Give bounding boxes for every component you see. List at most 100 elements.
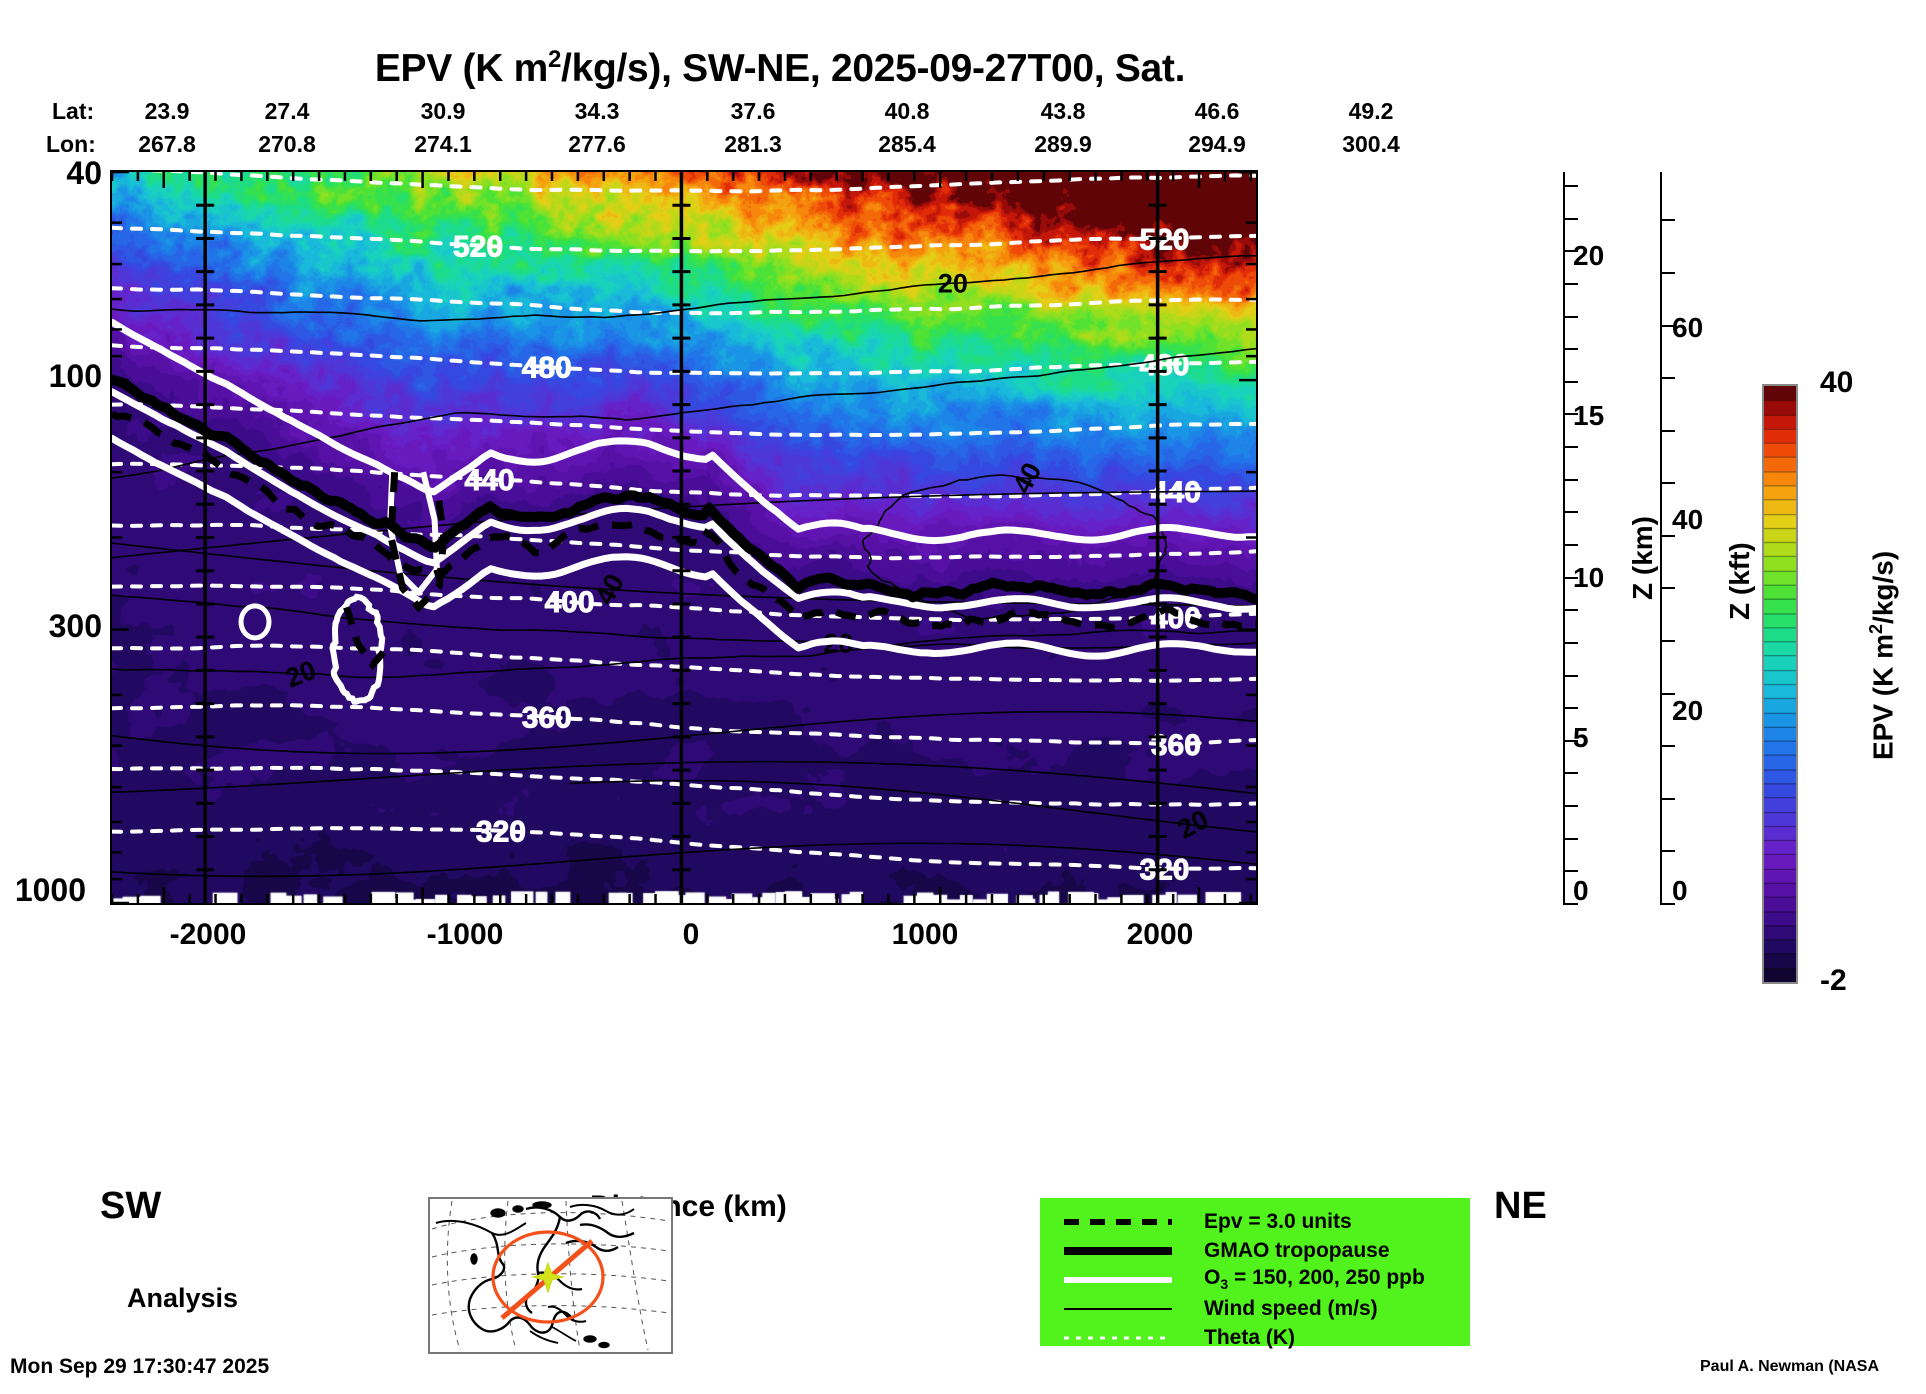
zkft-tick-20: 20	[1672, 695, 1704, 726]
epv-3-contour-line	[112, 410, 1256, 631]
wind-contour-2	[112, 629, 1256, 679]
dashed-black-line-icon	[1040, 1207, 1190, 1236]
colorbar-title-suffix: /kg/s)	[1867, 550, 1899, 624]
z-km-tick	[1563, 217, 1578, 220]
z-km-tick	[1563, 511, 1578, 514]
thick-black-line-icon	[1040, 1236, 1190, 1265]
z-kft-tick	[1660, 429, 1675, 432]
theta-label-480-1: 480	[1139, 349, 1189, 382]
z-km-axis-title: Z (km)	[1627, 516, 1658, 600]
ytick-300: 300	[48, 608, 102, 644]
z-kft-tick	[1660, 271, 1675, 274]
z-kft-tick	[1660, 377, 1675, 380]
ozone-contour-line	[112, 388, 1256, 613]
theta-contour-line	[112, 826, 1256, 871]
z-km-tick	[1563, 837, 1578, 840]
legend-item-epv: Epv = 3.0 units	[1040, 1207, 1470, 1236]
colorbar-title: EPV (K m2/kg/s)	[1866, 551, 1899, 760]
ytick-100: 100	[48, 358, 102, 394]
graticule	[431, 1200, 670, 1351]
coastlines	[435, 1201, 635, 1349]
wind-contour-4	[569, 779, 1256, 833]
theta-contour-440	[112, 461, 1256, 499]
lat-value-2: 30.9	[420, 98, 466, 124]
lat-value-0: 23.9	[144, 98, 190, 124]
zkm-tick-15: 15	[1573, 400, 1605, 431]
lon-value-5: 285.4	[878, 131, 936, 157]
theta-contour-540	[140, 172, 1256, 194]
epv-3-fragment-2	[343, 606, 387, 671]
theta-label-320-0: 320	[476, 815, 526, 848]
longitude-row: Lon: 267.8 270.8 274.1 277.6 281.3 285.4…	[0, 131, 1450, 157]
colorbar-title-sup: 2	[1866, 623, 1886, 634]
theta-contour-line	[140, 172, 1256, 194]
theta-contour-400	[112, 583, 1256, 623]
colorbar-title-prefix: EPV (K m	[1867, 633, 1899, 760]
theta-contour-line	[112, 286, 1256, 316]
zkft-tick-40: 40	[1672, 504, 1704, 535]
z-km-tick	[1563, 772, 1578, 775]
z-kft-tick	[1660, 640, 1675, 643]
theta-contour-340	[112, 765, 1256, 807]
ozone-contour-line	[112, 434, 1256, 660]
z-km-tick	[1563, 282, 1578, 285]
z-km-tick	[1563, 707, 1578, 710]
thin-black-line-icon	[1040, 1294, 1190, 1323]
lon-value-1: 270.8	[258, 131, 316, 157]
z-km-tick	[1563, 870, 1578, 873]
lat-value-8: 49.2	[1348, 98, 1394, 124]
wind-contour-line	[112, 254, 1256, 322]
theta-label-520-0: 520	[453, 230, 503, 263]
z-kft-tick	[1660, 324, 1675, 327]
lon-value-6: 289.9	[1034, 131, 1092, 157]
latitude-row: Lat: 23.9 27.4 30.9 34.3 37.6 40.8 43.8 …	[0, 98, 1450, 124]
z-km-axis	[1563, 172, 1565, 903]
xtick-1000: 1000	[891, 918, 959, 951]
lat-value-6: 43.8	[1040, 98, 1086, 124]
lat-value-3: 34.3	[574, 98, 620, 124]
lon-value-7: 294.9	[1188, 131, 1246, 157]
ozone-closed-blob	[329, 593, 386, 705]
theta-contour-line	[112, 461, 1256, 499]
lon-value-8: 300.4	[1342, 131, 1400, 157]
lon-row-label: Lon:	[46, 131, 96, 157]
z-kft-tick	[1660, 745, 1675, 748]
wind-contour-0	[112, 347, 1256, 479]
lat-value-7: 46.6	[1194, 98, 1240, 124]
zkft-tick-0: 0	[1672, 875, 1688, 906]
wind-contour-line	[569, 779, 1256, 833]
colorbar-min-label: -2	[1820, 964, 1847, 997]
xtick--1000: -1000	[426, 918, 504, 951]
theta-contour-460	[112, 402, 1256, 438]
theta-label-480-0: 480	[522, 352, 572, 385]
wind-contour-8	[112, 760, 1256, 795]
wind-contour-line	[112, 710, 1256, 755]
theta-contour-line	[112, 402, 1256, 438]
title-suffix: /kg/s), SW-NE, 2025-09-27T00, Sat.	[561, 47, 1186, 90]
author-credit: Paul A. Newman (NASA	[1700, 1358, 1879, 1375]
theta-contour-line	[112, 703, 1256, 747]
wind-contour-9	[112, 842, 1256, 878]
direction-label-sw: SW	[100, 1185, 162, 1227]
z-kft-tick	[1660, 797, 1675, 800]
z-km-tick	[1563, 478, 1578, 481]
theta-contour-520	[112, 225, 1256, 254]
lat-value-5: 40.8	[884, 98, 930, 124]
wind-contour-line	[112, 629, 1256, 679]
theta-contour-line	[112, 225, 1256, 254]
zkft-tick-60: 60	[1672, 312, 1704, 343]
zkm-tick-10: 10	[1573, 562, 1605, 593]
theta-contour-500	[112, 286, 1256, 316]
z-km-tick	[1563, 641, 1578, 644]
page-title: EPV (K m2/kg/s), SW-NE, 2025-09-27T00, S…	[0, 46, 1560, 91]
wind-speed-label: 20	[938, 268, 968, 298]
z-kft-tick	[1660, 850, 1675, 853]
z-km-tick	[1563, 674, 1578, 677]
z-km-tick	[1563, 380, 1578, 383]
theta-contour-line	[112, 343, 1256, 376]
theta-label-360-0: 360	[522, 701, 572, 734]
wind-speed-label: 20	[1173, 804, 1214, 845]
legend-label-theta: Theta (K)	[1204, 1325, 1295, 1349]
z-kft-axis-title: Z (kft)	[1724, 542, 1755, 620]
